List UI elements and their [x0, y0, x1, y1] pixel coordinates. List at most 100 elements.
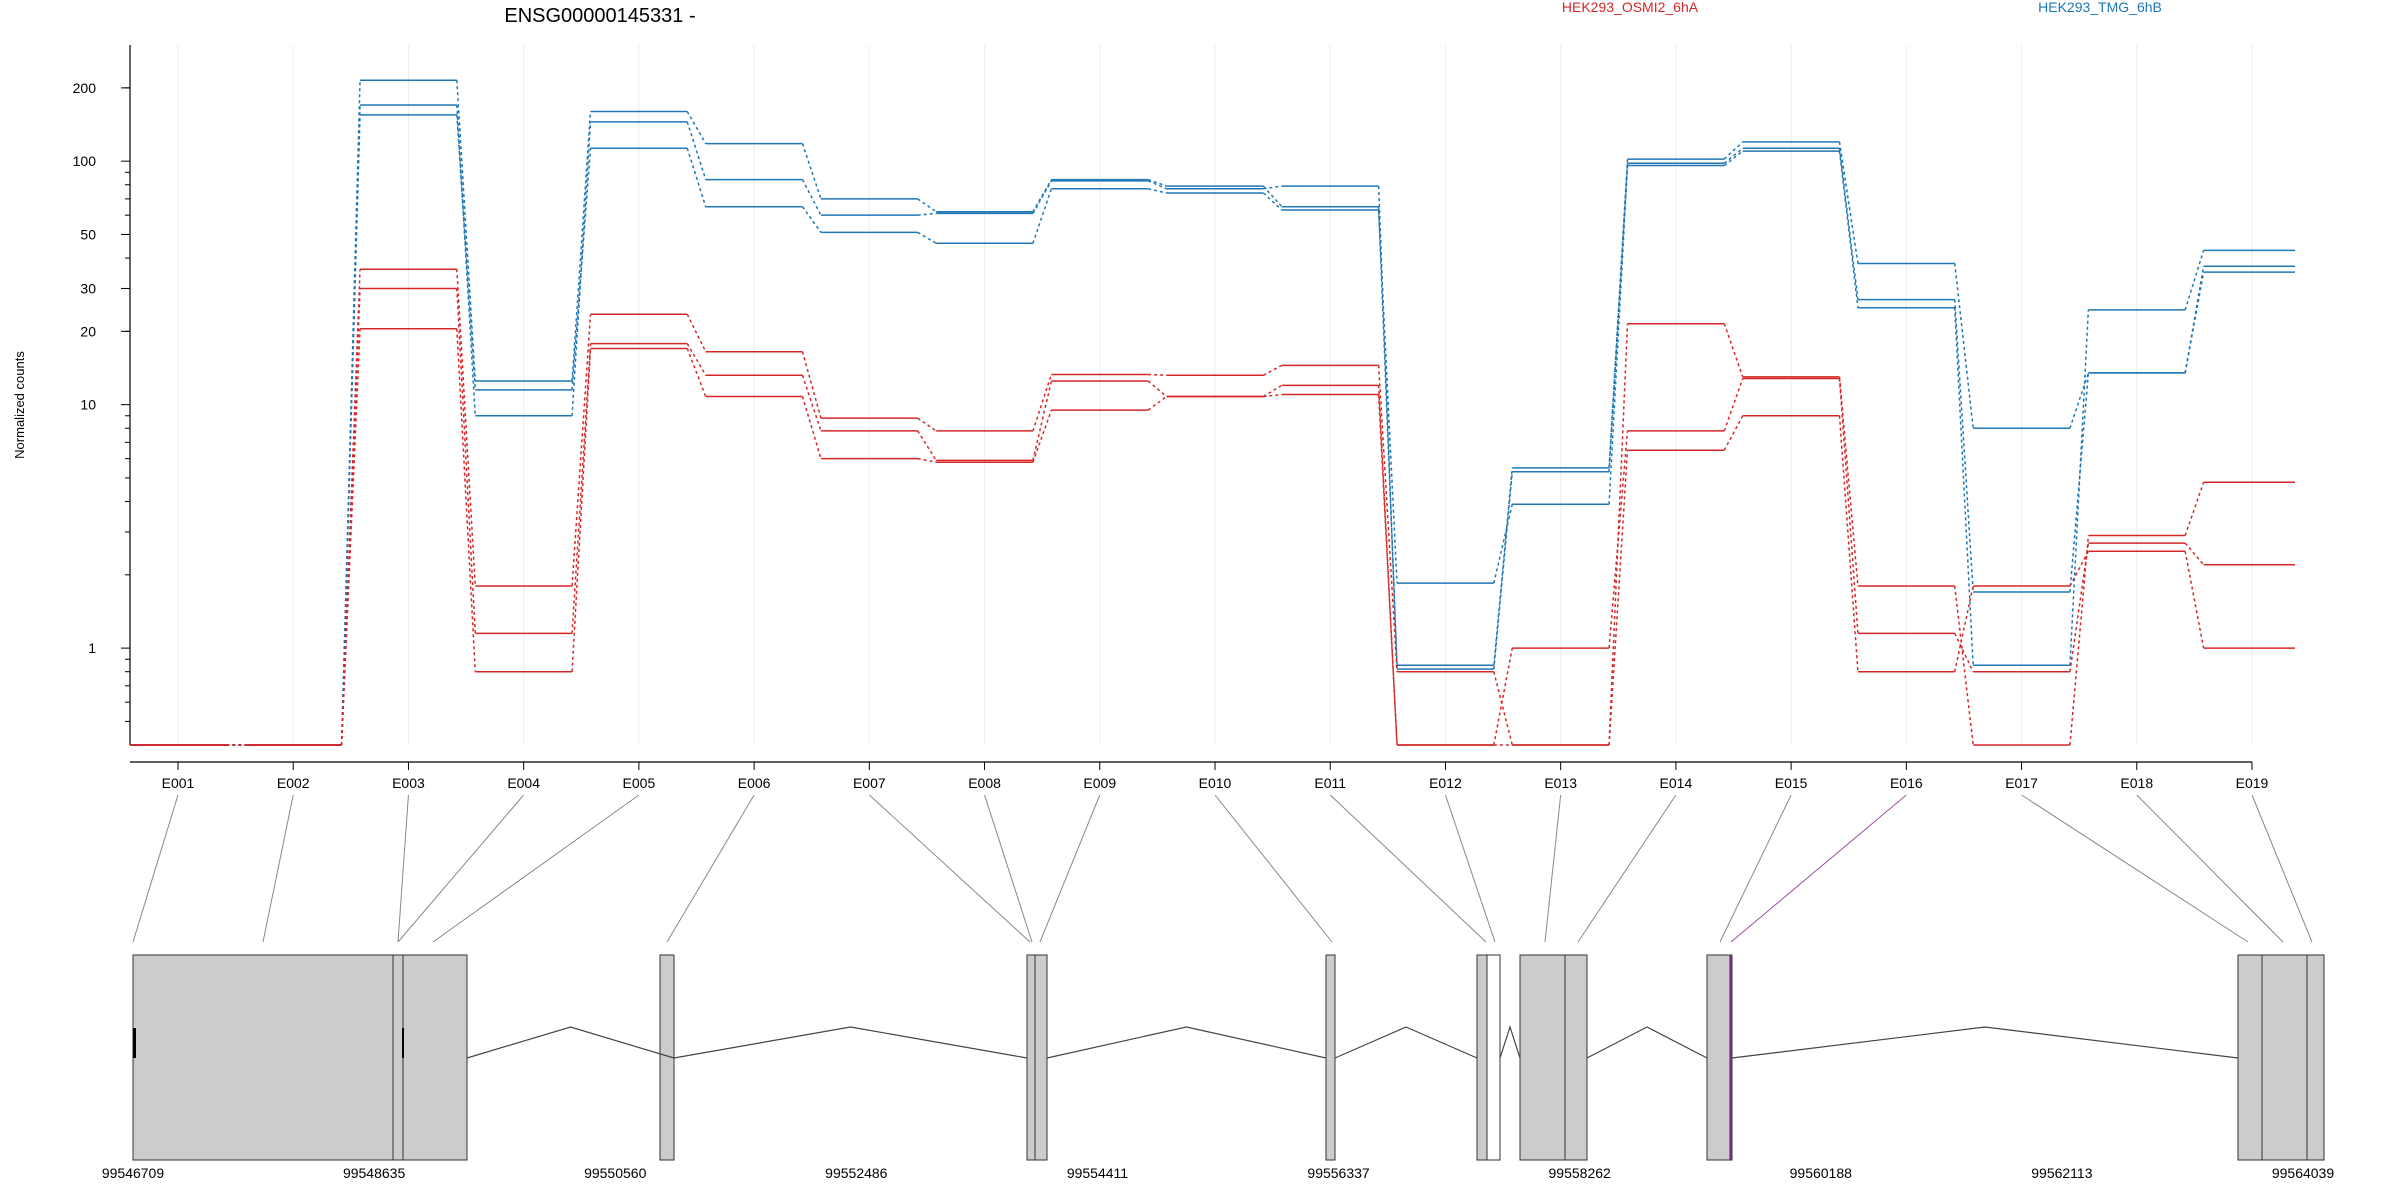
exon-marker	[133, 1028, 136, 1058]
series-transition	[1493, 647, 1514, 746]
series-transition	[456, 114, 477, 390]
series-transition	[2069, 550, 2090, 587]
exon-connector	[1577, 794, 1677, 943]
gridlines	[177, 45, 2253, 745]
exon-connector	[262, 794, 294, 943]
legend-entry-osmi2: HEK293_OSMI2_6hA	[1562, 0, 1699, 15]
intron-line	[466, 1026, 675, 1059]
series-transition	[1608, 165, 1629, 505]
x-tick-label: E004	[507, 775, 540, 791]
x-tick-label: E019	[2236, 775, 2269, 791]
exon-block	[1476, 954, 1488, 1161]
x-tick-label: E018	[2120, 775, 2153, 791]
series-transition	[801, 351, 822, 419]
exon-block	[1026, 954, 1036, 1161]
x-tick-label: E005	[623, 775, 656, 791]
gene-model	[132, 954, 2325, 1161]
exon-connector	[868, 794, 1031, 943]
legend-entry-tmg: HEK293_TMG_6hB	[2038, 0, 2162, 15]
series-transition	[1377, 206, 1398, 666]
series-transition	[1953, 299, 1974, 593]
series-transition	[1493, 671, 1514, 746]
series-transition	[1377, 209, 1398, 584]
exon-connector	[1039, 794, 1101, 943]
series-transition	[917, 457, 937, 463]
series-transition	[2184, 551, 2205, 649]
exon-block	[1325, 954, 1336, 1161]
exon-connector	[2251, 794, 2313, 943]
coord-label: 99548635	[343, 1165, 406, 1181]
coord-label: 99562113	[2031, 1165, 2092, 1181]
series-transition	[2069, 535, 2090, 746]
intron-line	[1731, 1026, 2239, 1059]
series-transition	[2069, 309, 2090, 666]
genomic-coordinate-axis: 99546709 99548635 99550560 99552486 99554411…	[102, 1165, 2335, 1181]
series-transition	[1838, 376, 1859, 587]
coord-label: 99552486	[825, 1165, 888, 1181]
series-transition	[1723, 141, 1744, 160]
series-transition	[340, 288, 361, 746]
series-transition	[686, 148, 707, 207]
series-transition	[1148, 373, 1167, 377]
series-transition	[1723, 323, 1744, 378]
series-transition	[2184, 482, 2205, 536]
coord-label: 99558262	[1549, 1165, 1612, 1181]
exon-block	[1706, 954, 1731, 1161]
y-tick-label: 50	[80, 226, 96, 242]
intron-line	[1586, 1026, 1708, 1059]
x-tick-label: E016	[1890, 775, 1923, 791]
exon-connector	[984, 794, 1033, 943]
exon-block	[2237, 954, 2263, 1161]
x-tick-label: E017	[2005, 775, 2038, 791]
series-transition	[686, 348, 707, 397]
series-transition	[340, 114, 361, 746]
series-transition	[571, 343, 592, 634]
exon-connectors	[132, 794, 2313, 943]
x-tick-label: E014	[1660, 775, 1693, 791]
series-transition	[1032, 374, 1053, 432]
chart-title: ENSG00000145331 -	[504, 5, 695, 27]
exon-block	[132, 954, 394, 1161]
coord-label: 99560188	[1790, 1165, 1853, 1181]
series-transition	[571, 111, 592, 382]
x-tick-label: E008	[968, 775, 1001, 791]
exon-block	[1564, 954, 1588, 1161]
coord-label: 99550560	[584, 1165, 647, 1181]
series-transition	[1723, 147, 1744, 164]
series-transition	[1147, 180, 1167, 190]
exon-connector	[1214, 794, 1333, 943]
exon-connector	[666, 794, 755, 943]
series-transition	[917, 430, 937, 461]
plot-lines	[130, 79, 2295, 746]
series-transition	[1723, 150, 1744, 167]
y-tick-label: 20	[80, 323, 96, 339]
exon-connector	[1730, 794, 1907, 943]
x-tick-label: E015	[1775, 775, 1808, 791]
exon-block	[1486, 954, 1501, 1161]
series-transition	[2184, 542, 2205, 566]
exon-connector	[397, 794, 525, 943]
series-transition	[1263, 393, 1282, 398]
coord-label: 99556337	[1307, 1165, 1370, 1181]
exon-connector	[2021, 794, 2249, 943]
series-transition	[456, 105, 477, 416]
series-transition	[1262, 192, 1283, 211]
x-tick-label: E003	[392, 775, 425, 791]
series-transition	[1838, 141, 1859, 264]
series-transition	[801, 375, 822, 432]
series-transition	[1148, 188, 1167, 194]
exon-connector	[2136, 794, 2284, 943]
y-axis-label: Normalized counts	[12, 351, 27, 459]
series-transition	[571, 148, 592, 390]
series-transition	[917, 198, 937, 213]
series-transition	[571, 121, 592, 416]
series-transition	[686, 121, 707, 180]
intron-line	[1334, 1026, 1478, 1059]
x-tick-label: E012	[1429, 775, 1462, 791]
series-transition	[1608, 430, 1629, 649]
series-transition	[1032, 180, 1053, 214]
exon-block	[1519, 954, 1566, 1161]
intron-line	[673, 1026, 1028, 1059]
series-transition	[1953, 585, 1974, 746]
